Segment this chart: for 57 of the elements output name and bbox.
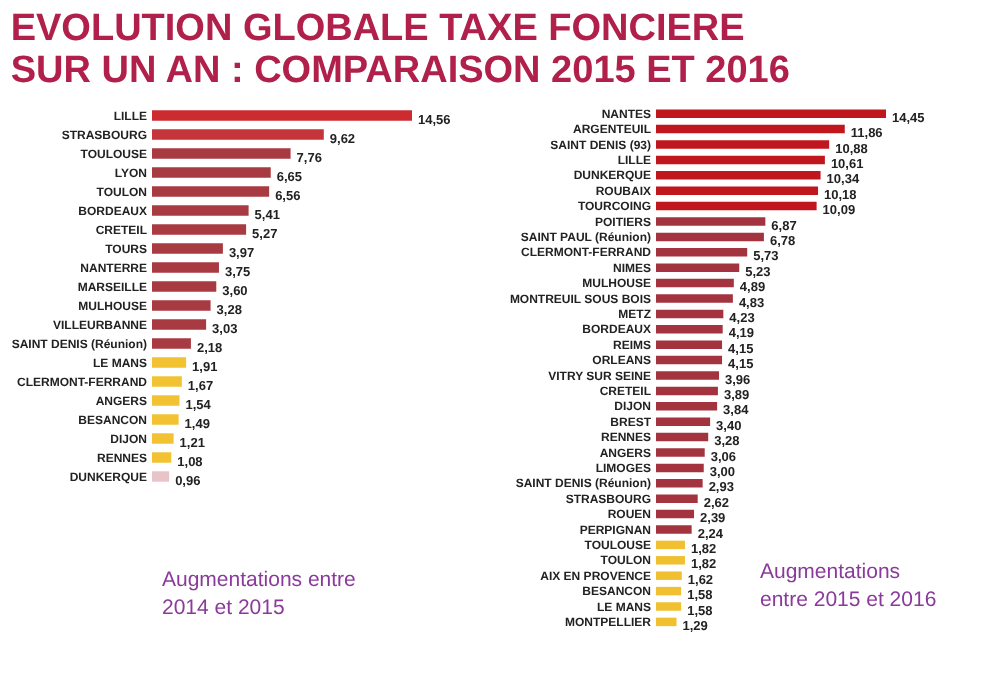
bar (656, 217, 766, 226)
bar (656, 355, 723, 365)
bar (152, 300, 211, 311)
bar (152, 110, 412, 121)
bar (152, 262, 219, 273)
bar (152, 452, 172, 463)
bar (656, 140, 830, 149)
bar (152, 281, 217, 292)
text: Augmentations entre 2014 et 2015 (162, 568, 357, 620)
bar (656, 617, 677, 627)
bar (152, 129, 324, 140)
bar (152, 224, 247, 235)
bar (656, 540, 685, 550)
bar (152, 338, 191, 349)
bar (656, 232, 764, 242)
bar (152, 319, 207, 330)
bar (656, 448, 705, 457)
bar (656, 402, 718, 411)
annotation: Augmentations entre 2015 et 2016 (760, 560, 937, 612)
bar (152, 205, 249, 216)
bar (656, 602, 682, 611)
bar (656, 248, 748, 257)
bar (656, 278, 734, 288)
bar (656, 309, 724, 319)
bar (152, 414, 179, 425)
chart-title: EVOLUTION GLOBALE TAXE FONCIERE SUR UN AN : COMPARAISON 2015 ET 2016 (10, 8, 790, 92)
bar (656, 494, 698, 503)
bar (656, 479, 703, 488)
bar (152, 186, 270, 197)
bar (656, 571, 682, 580)
bar (152, 167, 271, 178)
bar (656, 586, 682, 596)
bar (152, 395, 180, 406)
bar (656, 417, 711, 426)
bar (656, 432, 709, 442)
bar (152, 243, 223, 254)
bar (656, 325, 723, 334)
bar (656, 386, 718, 396)
bar (656, 371, 720, 380)
bar (656, 155, 825, 165)
bar (656, 463, 704, 473)
bar (656, 186, 819, 195)
bar (656, 171, 821, 180)
bar (656, 525, 692, 534)
bar (656, 340, 723, 349)
bar (656, 509, 695, 519)
bar (656, 201, 817, 211)
bar (152, 376, 182, 387)
bar (656, 109, 886, 118)
bar (656, 294, 733, 303)
bar (152, 357, 187, 368)
bar (656, 124, 845, 134)
bar (152, 433, 174, 444)
bar (656, 556, 685, 565)
bar (656, 263, 740, 272)
bar (152, 471, 170, 482)
bar (152, 148, 291, 159)
